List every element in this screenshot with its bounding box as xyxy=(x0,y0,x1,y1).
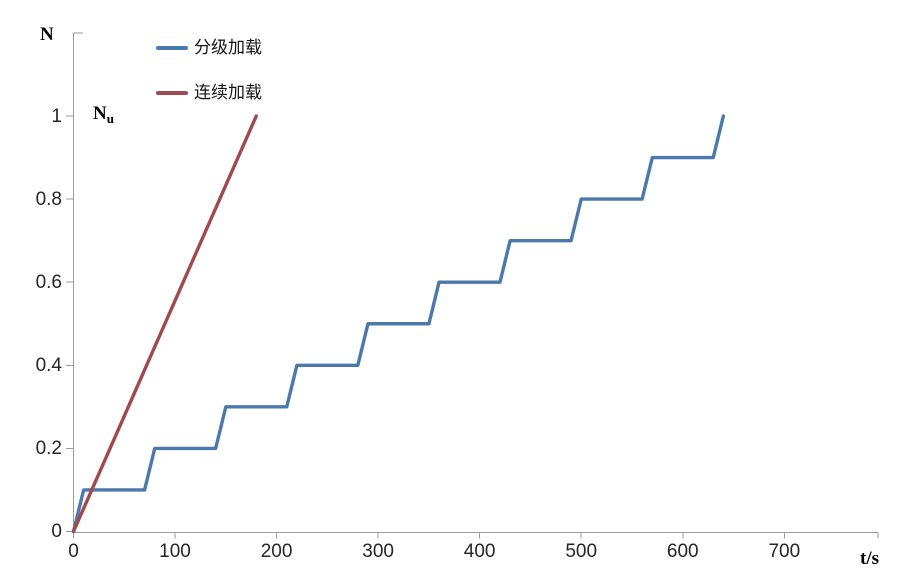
y-tick-label: 0.8 xyxy=(35,188,62,210)
y-tick-label: 0.6 xyxy=(35,271,62,293)
x-tick-label: 100 xyxy=(159,541,191,562)
legend-label: 连续加载 xyxy=(194,83,262,102)
y-tick-label: 0.2 xyxy=(35,437,62,459)
ultimate-load-label-subscript: u xyxy=(106,111,114,126)
x-tick-label: 500 xyxy=(565,541,598,562)
x-tick-label: 0 xyxy=(68,541,79,562)
series-line-1 xyxy=(71,114,258,534)
y-tick-label: 0.4 xyxy=(35,354,62,376)
y-axis-title: N xyxy=(40,24,54,45)
y-tick-label: 0 xyxy=(51,521,62,542)
x-tick-label: 700 xyxy=(768,541,801,562)
legend: 分级加载 连续加载 xyxy=(156,39,262,129)
x-tick-label: 200 xyxy=(260,541,293,562)
continuous-loading-line-swatch xyxy=(156,91,188,95)
y-tick-label: 1 xyxy=(51,105,62,127)
x-axis-title: t/s xyxy=(860,548,879,569)
legend-label: 分级加载 xyxy=(194,38,262,57)
legend-item-staged-loading: 分级加载 xyxy=(156,39,262,57)
x-tick-label: 400 xyxy=(463,541,496,562)
staged-loading-line-swatch xyxy=(156,46,188,50)
ultimate-load-label: Nu xyxy=(93,104,114,128)
legend-item-continuous-loading: 连续加载 xyxy=(156,84,262,102)
ultimate-load-label-base: N xyxy=(93,103,107,124)
series-line-0 xyxy=(71,114,726,534)
x-tick-label: 300 xyxy=(362,541,394,562)
x-tick-label: 600 xyxy=(666,541,699,562)
